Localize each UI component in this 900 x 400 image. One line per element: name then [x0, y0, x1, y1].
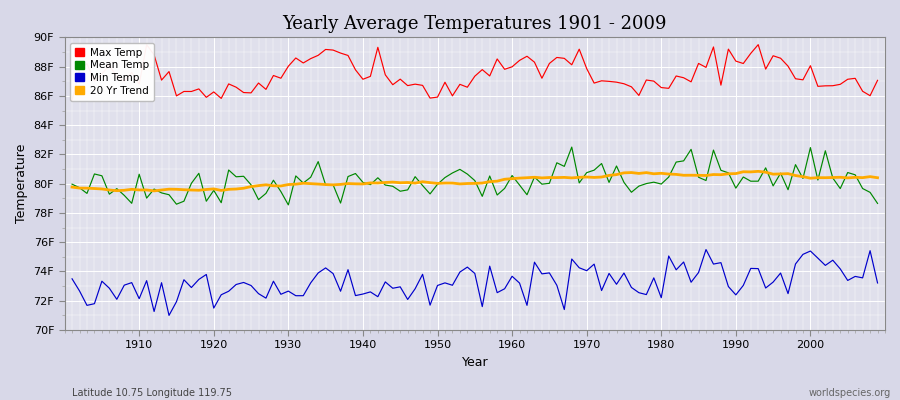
Title: Yearly Average Temperatures 1901 - 2009: Yearly Average Temperatures 1901 - 2009 [283, 15, 667, 33]
X-axis label: Year: Year [462, 356, 488, 369]
Text: Latitude 10.75 Longitude 119.75: Latitude 10.75 Longitude 119.75 [72, 388, 232, 398]
Legend: Max Temp, Mean Temp, Min Temp, 20 Yr Trend: Max Temp, Mean Temp, Min Temp, 20 Yr Tre… [70, 42, 154, 101]
Text: worldspecies.org: worldspecies.org [809, 388, 891, 398]
Y-axis label: Temperature: Temperature [15, 144, 28, 223]
